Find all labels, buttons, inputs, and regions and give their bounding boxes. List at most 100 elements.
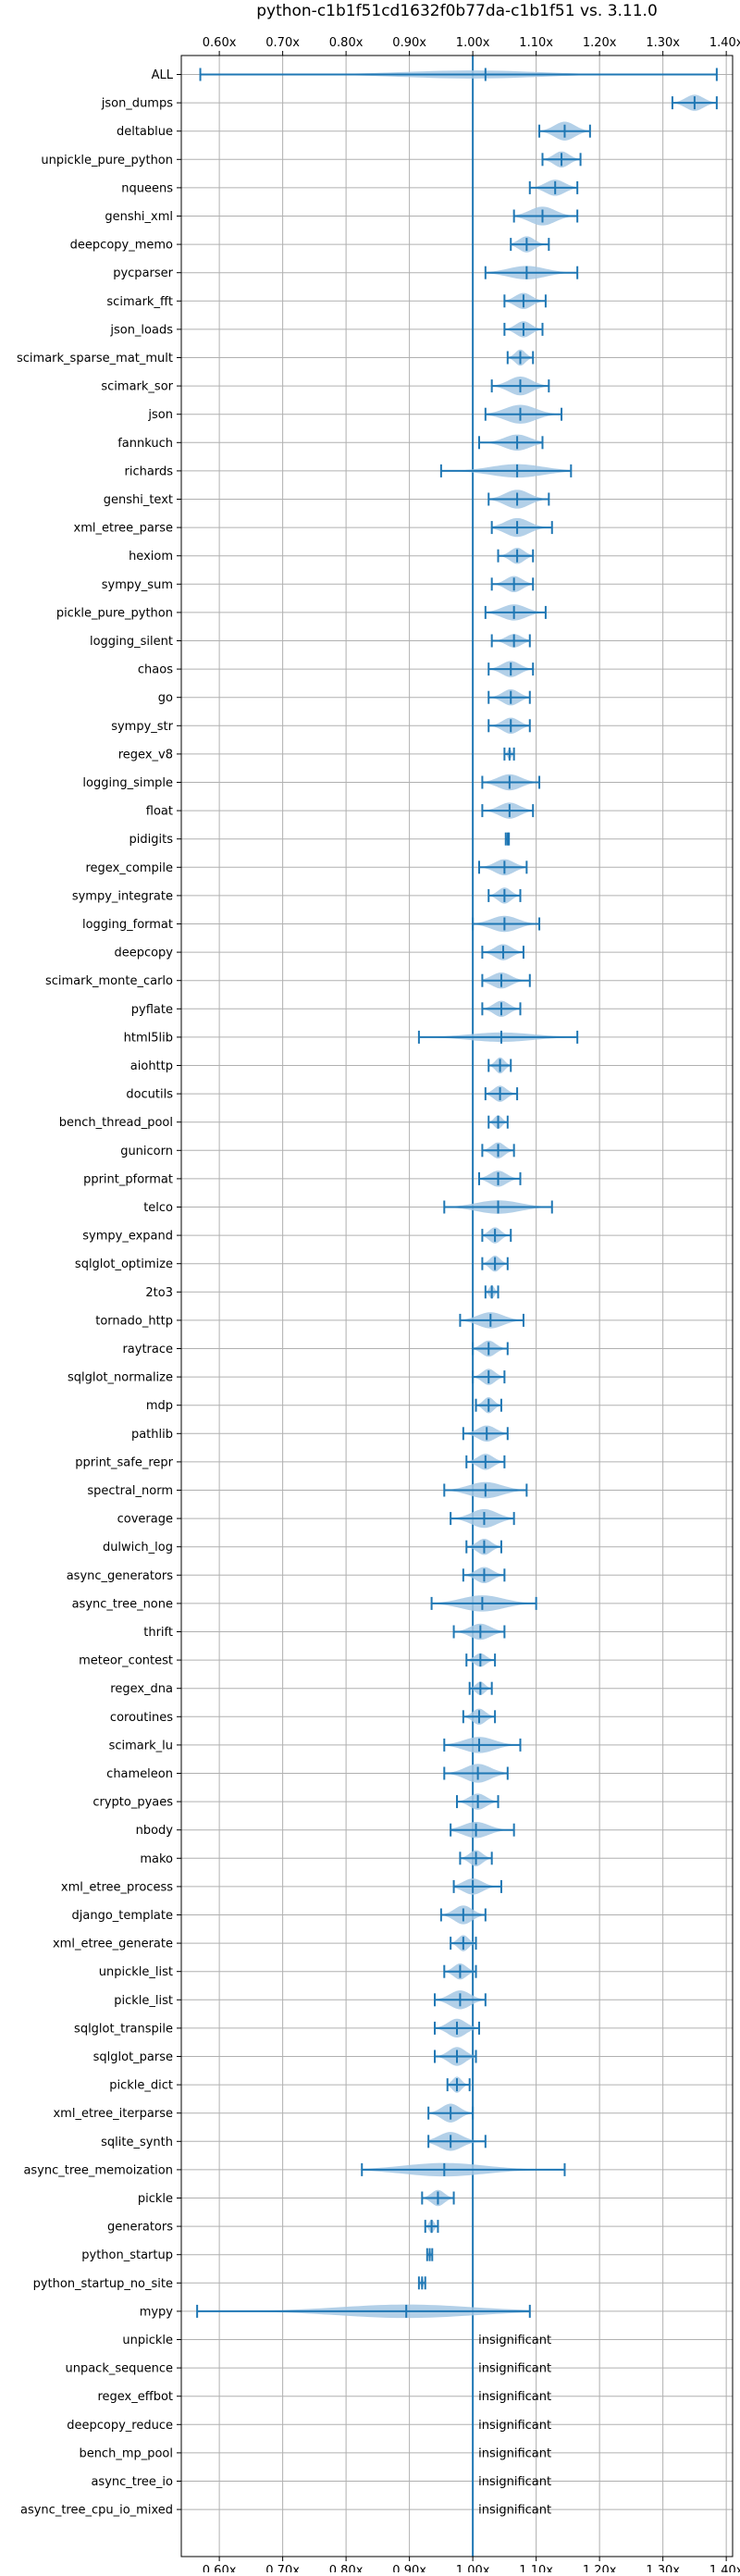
- benchmark-label: sympy_sum: [102, 578, 173, 592]
- benchmark-label: xml_etree_iterparse: [53, 2107, 173, 2121]
- benchmark-label: sqlglot_normalize: [68, 1371, 173, 1385]
- benchmark-label: pyflate: [131, 1003, 173, 1017]
- benchmark-label: float: [146, 805, 173, 819]
- x-tick-label-top: 0.90x: [392, 36, 426, 50]
- benchmark-label: logging_format: [82, 918, 173, 932]
- benchmark-label: pycparser: [113, 266, 173, 280]
- benchmark-label: genshi_text: [104, 493, 173, 507]
- benchmark-label: pickle_dict: [109, 2079, 173, 2093]
- benchmark-label: raytrace: [122, 1343, 173, 1356]
- benchmark-label: ALL: [152, 68, 174, 82]
- insignificant-label: insignificant: [478, 2446, 551, 2460]
- benchmark-label: aiohttp: [130, 1059, 173, 1073]
- benchmark-label: mdp: [146, 1399, 173, 1413]
- benchmark-label: sqlglot_transpile: [74, 2022, 173, 2036]
- benchmark-label: async_tree_memoization: [23, 2163, 173, 2177]
- insignificant-label: insignificant: [478, 2504, 551, 2518]
- benchmark-label: chaos: [138, 663, 173, 677]
- x-tick-label-bottom: 1.20x: [583, 2564, 617, 2572]
- benchmark-label: async_tree_io: [91, 2475, 173, 2489]
- benchmark-label: logging_simple: [82, 776, 173, 790]
- benchmark-label: thrift: [143, 1626, 173, 1640]
- benchmark-label: crypto_pyaes: [92, 1796, 173, 1810]
- benchmark-label: sqlite_synth: [101, 2136, 173, 2149]
- benchmark-label: python_startup: [81, 2248, 173, 2262]
- benchmark-label: fannkuch: [117, 437, 173, 451]
- benchmark-label: logging_silent: [90, 635, 173, 649]
- benchmark-label: regex_dna: [110, 1682, 173, 1696]
- benchmark-label: json_loads: [109, 323, 173, 337]
- benchmark-label: pprint_safe_repr: [75, 1455, 173, 1469]
- benchmark-label: python_startup_no_site: [33, 2277, 173, 2291]
- plot-frame: [180, 55, 734, 2557]
- benchmark-label: sqlglot_parse: [93, 2050, 173, 2064]
- benchmark-label: deepcopy_reduce: [67, 2419, 173, 2433]
- benchmark-label: telco: [143, 1201, 173, 1215]
- x-tick-label-top: 1.30x: [646, 36, 680, 50]
- benchmark-label: hexiom: [129, 550, 173, 564]
- x-tick-label-bottom: 0.70x: [265, 2564, 300, 2572]
- x-tick-label-bottom: 0.80x: [329, 2564, 364, 2572]
- benchmark-label: pickle: [138, 2192, 173, 2206]
- x-tick-label-top: 1.20x: [583, 36, 617, 50]
- benchmark-label: regex_effbot: [97, 2390, 173, 2404]
- insignificant-label: insignificant: [478, 2475, 551, 2489]
- benchmark-label: scimark_monte_carlo: [45, 974, 173, 988]
- x-tick-label-bottom: 1.10x: [519, 2564, 553, 2572]
- benchmark-label: deepcopy: [114, 947, 173, 960]
- benchmark-label: xml_etree_parse: [74, 522, 173, 536]
- benchmark-label: xml_etree_generate: [53, 1938, 173, 1951]
- benchmark-label: sympy_integrate: [72, 889, 173, 903]
- benchmark-label: genshi_xml: [105, 210, 173, 224]
- benchmark-label: scimark_sor: [101, 380, 173, 394]
- benchmark-label: sympy_expand: [82, 1230, 173, 1244]
- benchmark-label: json: [147, 408, 173, 422]
- benchmark-label: deepcopy_memo: [70, 239, 173, 253]
- benchmark-label: pathlib: [131, 1428, 173, 1442]
- violin-layer: [196, 56, 718, 2557]
- chart-title: python-c1b1f51cd1632f0b77da-c1b1f51 vs. …: [256, 2, 658, 20]
- x-tick-label-bottom: 1.00x: [456, 2564, 490, 2572]
- benchmark-label: generators: [107, 2221, 173, 2235]
- benchmark-label: unpickle_list: [99, 1965, 173, 1979]
- x-tick-label-top: 0.70x: [265, 36, 300, 50]
- benchmark-label: async_generators: [67, 1569, 174, 1583]
- benchmark-label: tornado_http: [95, 1314, 173, 1328]
- benchmark-label: scimark_sparse_mat_mult: [17, 352, 173, 365]
- benchmark-label: nqueens: [121, 181, 173, 195]
- benchmark-label: pickle_pure_python: [56, 606, 173, 620]
- x-tick-label-top: 0.60x: [203, 36, 237, 50]
- benchmark-label: mako: [140, 1852, 173, 1866]
- benchmark-label: meteor_contest: [79, 1654, 173, 1668]
- benchmark-label: pickle_list: [114, 1994, 173, 2008]
- benchmark-label: unpack_sequence: [65, 2362, 173, 2376]
- benchmark-label: richards: [125, 464, 174, 478]
- x-tick-label-bottom: 0.60x: [203, 2564, 237, 2572]
- benchmark-label: dulwich_log: [103, 1541, 173, 1554]
- x-tick-label-top: 1.00x: [456, 36, 490, 50]
- benchmark-label: bench_mp_pool: [79, 2446, 173, 2460]
- x-tick-label-bottom: 0.90x: [392, 2564, 426, 2572]
- benchmark-label: 2to3: [145, 1286, 173, 1300]
- benchmark-label: regex_compile: [85, 861, 173, 875]
- benchmark-label: spectral_norm: [87, 1484, 173, 1498]
- insignificant-label: insignificant: [478, 2390, 551, 2404]
- benchmark-label: scimark_fft: [106, 295, 173, 309]
- benchmark-label: chameleon: [106, 1767, 173, 1781]
- benchmark-label: pprint_pformat: [83, 1172, 173, 1186]
- insignificant-label: insignificant: [478, 2362, 551, 2376]
- insignificant-label: insignificant: [478, 2334, 551, 2347]
- benchmark-label: pidigits: [130, 833, 174, 847]
- benchmark-label: xml_etree_process: [61, 1880, 173, 1894]
- benchmark-label: nbody: [136, 1824, 174, 1838]
- benchmark-label: sqlglot_optimize: [75, 1257, 173, 1271]
- benchmark-label: sympy_str: [111, 720, 173, 734]
- x-tick-label-top: 1.40x: [709, 36, 740, 50]
- benchmark-label: regex_v8: [118, 748, 173, 762]
- benchmark-label: docutils: [126, 1088, 173, 1102]
- benchmark-label: django_template: [72, 1909, 173, 1923]
- label-layer: 0.60x 0.60x 0.70x 0.70x 0.80x 0.80x 0.90x 0.90x…: [17, 36, 740, 2576]
